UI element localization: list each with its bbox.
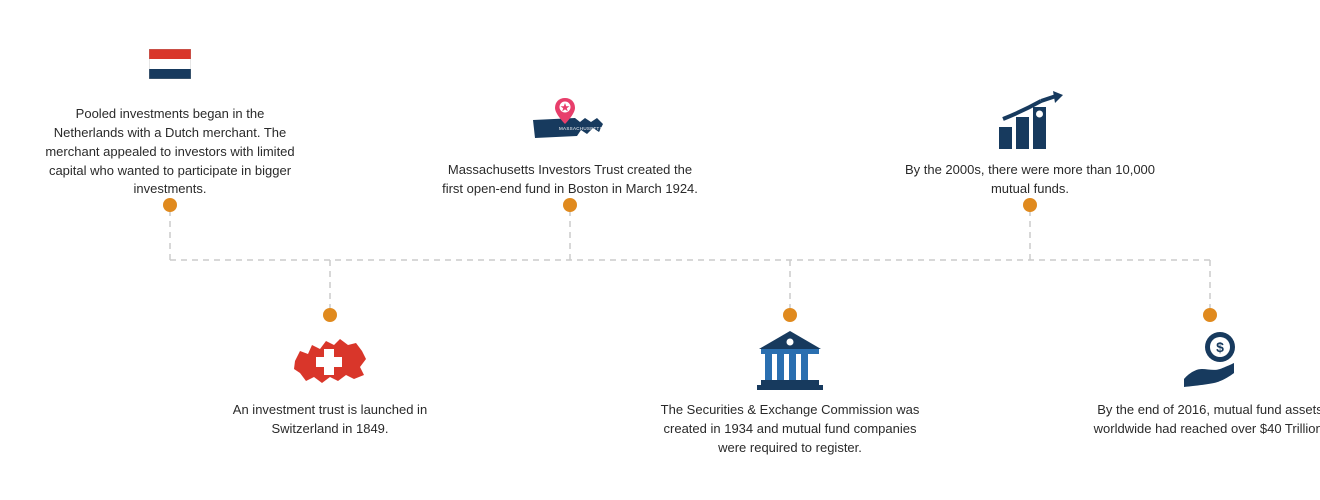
timeline-item-sec: The Securities & Exchange Commission was… [650,325,930,458]
timeline-item-growth: By the 2000s, there were more than 10,00… [890,85,1170,199]
timeline-text: By the end of 2016, mutual fund assets w… [1070,395,1320,439]
timeline-dot [563,198,577,212]
timeline-item-netherlands: Pooled investments began in the Netherla… [30,29,310,199]
timeline-dot [783,308,797,322]
hand-coin-icon: $ [1070,325,1320,395]
bank-icon [650,325,930,395]
timeline-item-massachusetts: MASSACHUSETTS Massachusetts Investors Tr… [430,85,710,199]
chart-up-icon [890,85,1170,155]
swiss-map-icon [190,325,470,395]
timeline-text: Pooled investments began in the Netherla… [30,99,310,199]
timeline-dot [1203,308,1217,322]
timeline-dot [163,198,177,212]
flag-nl-icon [30,29,310,99]
timeline-canvas: Pooled investments began in the Netherla… [0,0,1320,500]
timeline-dot [323,308,337,322]
timeline-text: By the 2000s, there were more than 10,00… [890,155,1170,199]
timeline-item-trillion: $ By the end of 2016, mutual fund assets… [1070,325,1320,439]
timeline-dot [1023,198,1037,212]
timeline-text: The Securities & Exchange Commission was… [650,395,930,458]
svg-text:$: $ [1216,339,1224,355]
mass-map-icon: MASSACHUSETTS [430,85,710,155]
timeline-text: An investment trust is launched in Switz… [190,395,470,439]
svg-text:MASSACHUSETTS: MASSACHUSETTS [559,126,603,131]
timeline-text: Massachusetts Investors Trust created th… [430,155,710,199]
timeline-item-switzerland: An investment trust is launched in Switz… [190,325,470,439]
